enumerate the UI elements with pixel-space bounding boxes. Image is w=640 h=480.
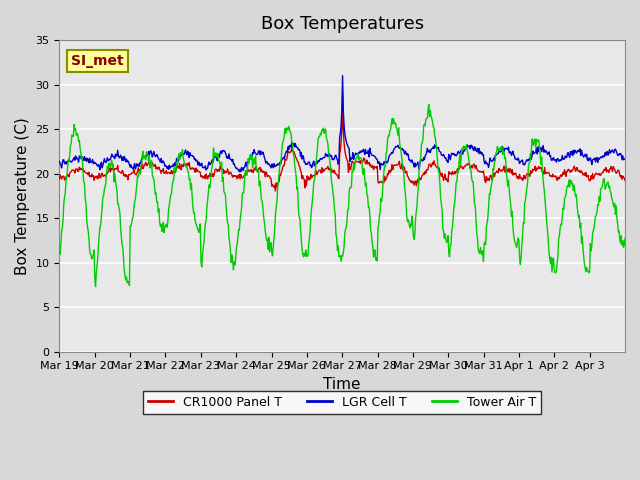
Title: Box Temperatures: Box Temperatures <box>260 15 424 33</box>
Legend: CR1000 Panel T, LGR Cell T, Tower Air T: CR1000 Panel T, LGR Cell T, Tower Air T <box>143 391 541 414</box>
Text: SI_met: SI_met <box>70 54 124 68</box>
Y-axis label: Box Temperature (C): Box Temperature (C) <box>15 117 30 275</box>
X-axis label: Time: Time <box>323 377 361 392</box>
